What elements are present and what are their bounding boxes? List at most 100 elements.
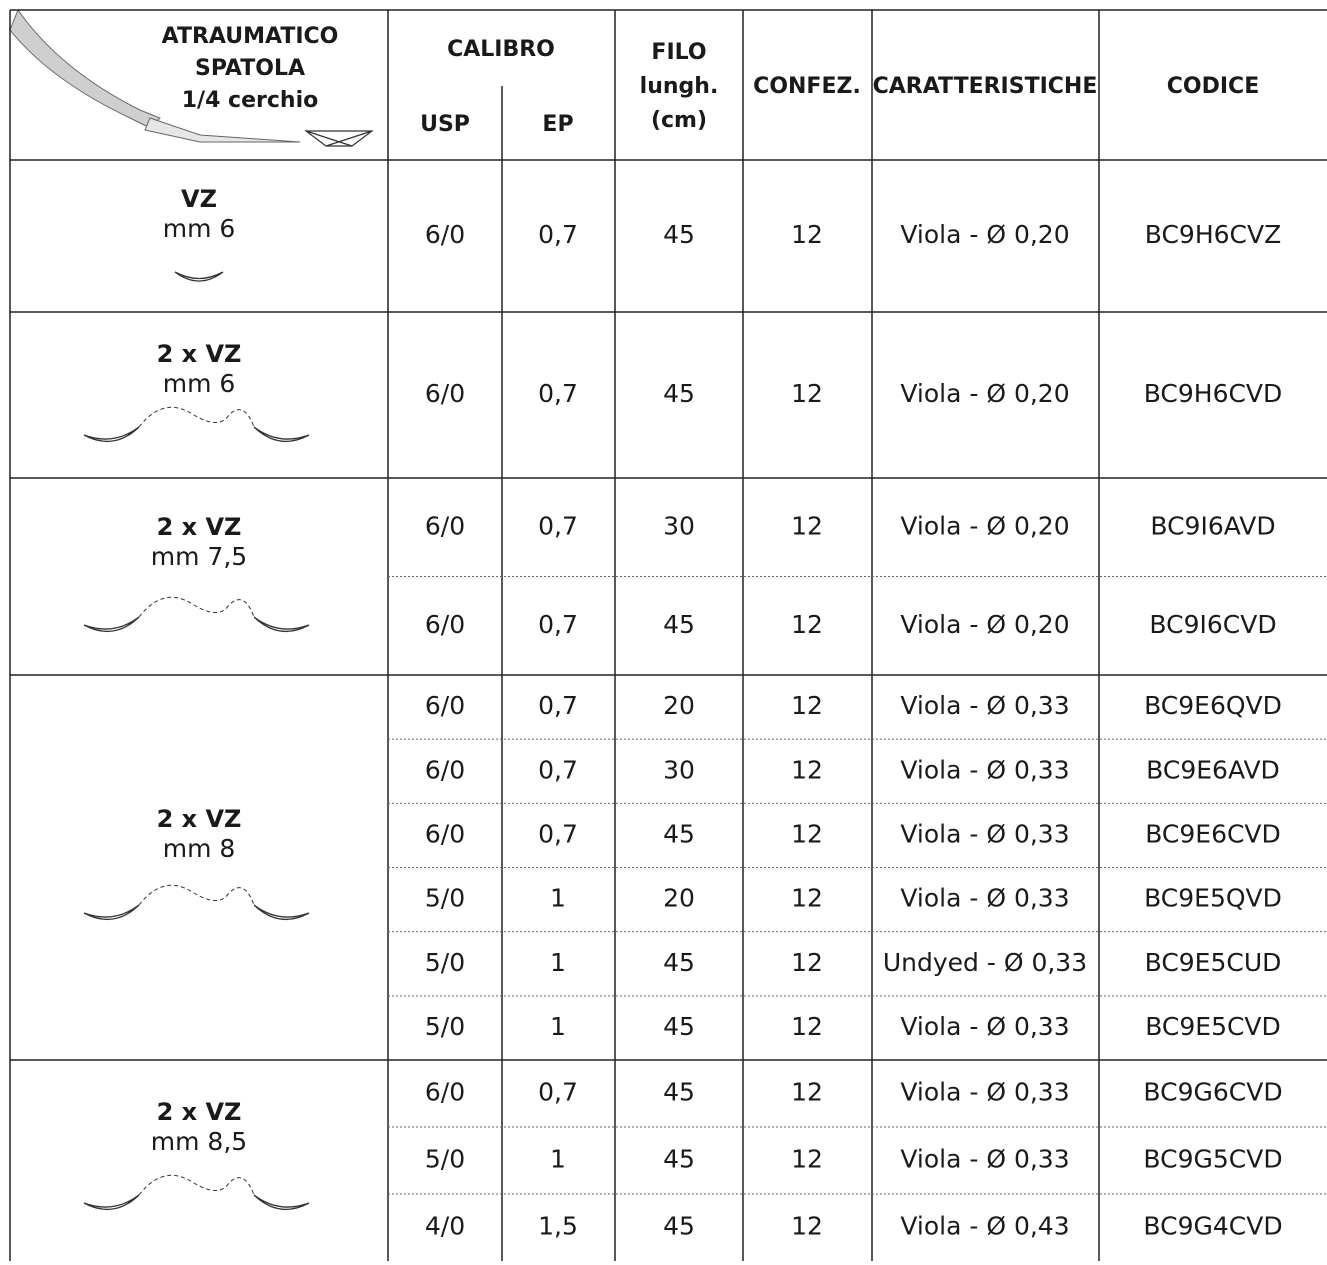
cell-text: 45 <box>663 948 695 977</box>
needle-icon <box>83 1194 310 1210</box>
needle-icon <box>83 616 310 632</box>
cell-text: 4/0 <box>425 1212 465 1241</box>
header-label: CALIBRO <box>447 37 555 62</box>
cell-text: BC9G4CVD <box>1143 1212 1282 1241</box>
cell-text: 1 <box>550 1145 566 1174</box>
cell-text: 12 <box>791 948 823 977</box>
header-needle-image <box>9 8 374 147</box>
cell-text: BC9I6AVD <box>1150 511 1275 540</box>
header-label: FILO <box>651 40 706 65</box>
group-size: mm 8 <box>163 834 236 863</box>
cell-text: Viola - Ø 0,20 <box>900 511 1069 540</box>
cell-text: 45 <box>663 610 695 639</box>
group-size: mm 6 <box>163 369 236 398</box>
cell-text: 12 <box>791 220 823 249</box>
cell-text: Viola - Ø 0,33 <box>900 819 1069 848</box>
cell-text: 0,7 <box>538 755 578 784</box>
cell-text: Viola - Ø 0,20 <box>900 610 1069 639</box>
needle-icon <box>83 426 310 442</box>
cell-text: 5/0 <box>425 884 465 913</box>
cell-text: Viola - Ø 0,33 <box>900 1145 1069 1174</box>
group-name: 2 x VZ <box>157 1098 242 1126</box>
suture-thread <box>138 596 255 618</box>
cell-text: 45 <box>663 379 695 408</box>
cell-text: 12 <box>791 819 823 848</box>
cell-text: Viola - Ø 0,33 <box>900 691 1069 720</box>
header-label: CONFEZ. <box>753 74 861 99</box>
cell-text: 12 <box>791 691 823 720</box>
header-label: lungh. <box>640 74 719 99</box>
cell-text: 12 <box>791 1212 823 1241</box>
cell-text: 5/0 <box>425 948 465 977</box>
cell-text: 6/0 <box>425 220 465 249</box>
cell-text: Undyed - Ø 0,33 <box>883 948 1087 977</box>
cell-text: 12 <box>791 1078 823 1107</box>
group-name: VZ <box>181 185 217 213</box>
cell-text: 45 <box>663 220 695 249</box>
cell-text: 45 <box>663 1145 695 1174</box>
cell-text: 6/0 <box>425 379 465 408</box>
cell-text: Viola - Ø 0,20 <box>900 220 1069 249</box>
header-label: SPATOLA <box>195 56 305 81</box>
cell-text: Viola - Ø 0,33 <box>900 1012 1069 1041</box>
cell-text: 12 <box>791 1145 823 1174</box>
cell-text: 30 <box>663 511 695 540</box>
cell-text: 45 <box>663 1212 695 1241</box>
needle-icon <box>83 904 310 920</box>
suture-thread <box>138 1174 255 1196</box>
cell-text: 0,7 <box>538 691 578 720</box>
cell-text: 1 <box>550 948 566 977</box>
cell-text: BC9G5CVD <box>1143 1145 1282 1174</box>
cell-text: 12 <box>791 610 823 639</box>
cell-text: 6/0 <box>425 511 465 540</box>
cell-text: 30 <box>663 755 695 784</box>
cell-text: Viola - Ø 0,33 <box>900 884 1069 913</box>
cell-text: 1 <box>550 884 566 913</box>
cell-text: 45 <box>663 1078 695 1107</box>
cell-text: BC9G6CVD <box>1143 1078 1282 1107</box>
group-size: mm 7,5 <box>151 542 247 571</box>
header-label: ATRAUMATICO <box>162 24 339 49</box>
group-name: 2 x VZ <box>157 340 242 368</box>
cell-text: 0,7 <box>538 819 578 848</box>
header-label: USP <box>420 112 470 137</box>
cell-text: BC9E5CUD <box>1145 948 1282 977</box>
cell-text: BC9H6CVD <box>1144 379 1283 408</box>
cell-text: BC9E5QVD <box>1144 884 1282 913</box>
group-size: mm 8,5 <box>151 1127 247 1156</box>
cell-text: 5/0 <box>425 1012 465 1041</box>
cell-text: 6/0 <box>425 1078 465 1107</box>
cell-text: 12 <box>791 511 823 540</box>
suture-thread <box>138 884 255 906</box>
group-name: 2 x VZ <box>157 513 242 541</box>
cell-text: BC9I6CVD <box>1149 610 1276 639</box>
cell-text: Viola - Ø 0,43 <box>900 1212 1069 1241</box>
cell-text: 12 <box>791 1012 823 1041</box>
cell-text: 6/0 <box>425 755 465 784</box>
cell-text: 0,7 <box>538 511 578 540</box>
cell-text: 20 <box>663 884 695 913</box>
suture-thread <box>138 406 255 428</box>
header-label: (cm) <box>651 108 707 133</box>
group-size: mm 6 <box>163 214 236 243</box>
cell-text: 1 <box>550 1012 566 1041</box>
cell-text: 1,5 <box>538 1212 578 1241</box>
cell-text: 0,7 <box>538 610 578 639</box>
cell-text: BC9E5CVD <box>1145 1012 1281 1041</box>
cell-text: 6/0 <box>425 691 465 720</box>
cell-text: 12 <box>791 379 823 408</box>
cell-text: 45 <box>663 1012 695 1041</box>
cell-text: BC9E6AVD <box>1146 755 1280 784</box>
cell-text: 12 <box>791 755 823 784</box>
cell-text: Viola - Ø 0,20 <box>900 379 1069 408</box>
cell-text: 20 <box>663 691 695 720</box>
cell-text: 6/0 <box>425 610 465 639</box>
cell-text: 45 <box>663 819 695 848</box>
cell-text: Viola - Ø 0,33 <box>900 1078 1069 1107</box>
cell-text: 0,7 <box>538 1078 578 1107</box>
header-label: EP <box>542 112 573 137</box>
header-label: CODICE <box>1167 74 1259 99</box>
cell-text: 6/0 <box>425 819 465 848</box>
cell-text: BC9E6CVD <box>1145 819 1281 848</box>
